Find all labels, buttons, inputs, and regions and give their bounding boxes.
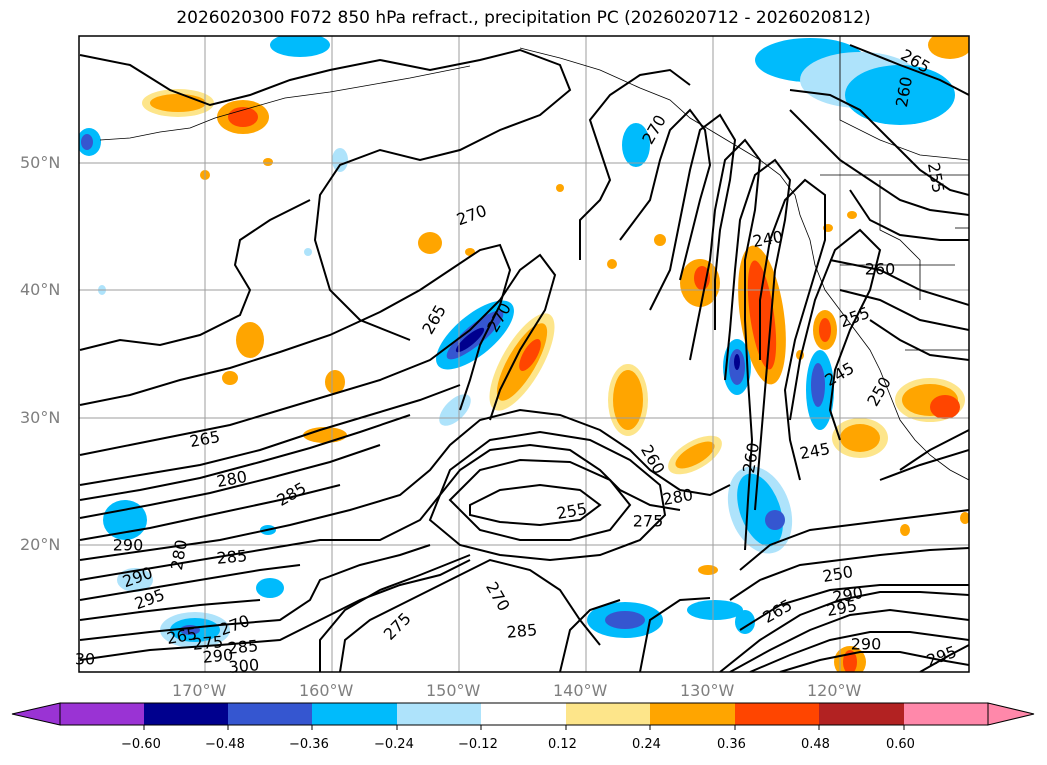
contour-label: 245 [798,439,831,463]
contour-label: 275 [380,609,415,644]
contour-label: 265 [898,45,934,77]
colorbar-tick: −0.24 [374,737,414,752]
contour-label: 280 [661,485,694,509]
lon-label: 130°W [680,681,735,700]
colorbar-tick: 0.60 [886,737,915,752]
contour-label: 265 [760,595,796,627]
contour-label: 245 [822,358,858,390]
contour-label: 285 [274,478,310,510]
contour-label: 290 [202,645,234,667]
colorbar [11,702,1035,730]
contour-label: 270 [482,579,514,615]
contour-label: 300 [228,655,260,677]
lon-label: 140°W [553,681,608,700]
colorbar-seg-10 [819,703,904,725]
contour-label: 285 [227,636,259,658]
contour-label: 275 [192,632,224,654]
lat-label: 40°N [20,280,61,299]
contour-label: 275 [633,512,664,531]
contour-label: 295 [132,585,167,613]
contour-label: 295 [924,642,959,670]
contour-label: 255 [555,499,588,523]
map-frame [78,35,970,673]
lat-label: 30°N [20,408,61,427]
colorbar-seg-1 [60,703,144,725]
colorbar-seg-5 [397,703,481,725]
contour-label: 260 [637,442,669,478]
contour-label: 285 [216,546,248,568]
contour-label: 265 [188,427,221,451]
colorbar-seg-9 [735,703,819,725]
contour-label: 260 [892,75,916,108]
contour-label: 270 [454,201,489,229]
colorbar-tick: 0.12 [548,737,577,752]
colorbar-seg-6 [481,703,566,725]
contour-label: 250 [863,374,895,410]
colorbar-seg-2 [144,703,228,725]
contour-label: 270 [483,300,515,336]
lon-label: 150°W [426,681,481,700]
contour-label: 255 [837,303,872,331]
lon-label: 160°W [299,681,354,700]
lat-label: 50°N [20,153,61,172]
contour-label: 30 [75,650,95,669]
contour-label: 260 [865,260,896,279]
contour-label: 270 [217,611,252,639]
colorbar-seg-8 [650,703,735,725]
contour-label: 265 [418,302,450,338]
colorbar-tick: −0.36 [289,737,329,752]
colorbar-seg-7 [566,703,650,725]
colorbar-tick: −0.48 [205,737,245,752]
colorbar-seg-11 [904,703,988,725]
contour-label: 270 [638,112,670,148]
graticule [79,36,969,672]
lon-label: 120°W [807,681,862,700]
colorbar-seg-4 [312,703,397,725]
contour-label: 240 [751,227,784,251]
contour-label: 280 [167,538,191,571]
contour-label: 285 [506,620,538,642]
contour-label: 260 [739,441,763,474]
map-title: 2026020300 F072 850 hPa refract., precip… [176,8,871,28]
lat-label: 20°N [20,535,61,554]
colorbar-tick: 0.36 [717,737,746,752]
contour-label: 250 [821,562,854,586]
lon-label: 170°W [172,681,227,700]
contour-label: 280 [215,467,248,491]
contour-label: 290 [851,635,882,654]
colorbar-tick: −0.12 [458,737,498,752]
contour-label: 255 [924,161,948,194]
contour-label: 295 [825,596,858,620]
contour-label: 290 [113,536,144,555]
colorbar-tick: 0.48 [801,737,830,752]
contour-label: 290 [120,563,155,591]
coastlines [99,36,969,481]
colorbar-tick: −0.60 [121,737,161,752]
colorbar-seg-3 [228,703,312,725]
contours [79,44,969,672]
colorbar-tick: 0.24 [632,737,661,752]
